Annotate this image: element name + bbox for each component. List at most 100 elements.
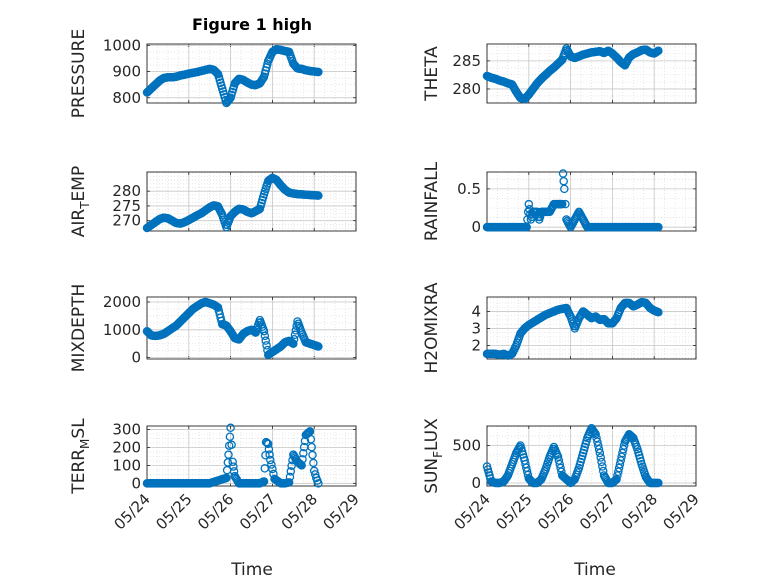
x-tick-label: 05/25 bbox=[492, 490, 535, 533]
data-point bbox=[229, 462, 238, 471]
y-axis-label: SUNFLUX bbox=[422, 418, 445, 494]
y-axis-label: MIXDEPTH bbox=[69, 284, 89, 373]
y-tick-label: 270 bbox=[112, 212, 141, 230]
subplot-6: 234 H2OMIXRA bbox=[422, 282, 697, 374]
data-point bbox=[308, 450, 317, 460]
data-point bbox=[265, 450, 274, 459]
data-point bbox=[228, 457, 237, 467]
data-point bbox=[297, 461, 306, 470]
data-point bbox=[267, 460, 276, 469]
y-tick-label: 4 bbox=[471, 302, 481, 320]
data-point bbox=[314, 479, 323, 488]
x-tick-label: 05/24 bbox=[451, 490, 494, 533]
data-point bbox=[523, 470, 533, 480]
data-point bbox=[264, 445, 274, 454]
data-point bbox=[262, 341, 271, 350]
y-tick-label: 275 bbox=[112, 197, 141, 215]
x-tick-label: 05/24 bbox=[111, 490, 154, 533]
data-point bbox=[560, 184, 569, 194]
data-point bbox=[597, 457, 606, 467]
data-point bbox=[306, 435, 316, 444]
data-point bbox=[266, 455, 275, 465]
data-point bbox=[309, 458, 318, 468]
data-point bbox=[654, 478, 663, 488]
data-point bbox=[227, 440, 236, 450]
x-tick-label: 05/29 bbox=[320, 490, 363, 533]
data-point bbox=[285, 472, 295, 482]
data-point bbox=[224, 450, 233, 459]
y-tick-label: 200 bbox=[112, 438, 141, 456]
x-tick-label: 05/28 bbox=[618, 490, 661, 533]
data-point bbox=[298, 455, 307, 464]
x-tick-label: 05/28 bbox=[278, 490, 321, 533]
y-tick-label: 2000 bbox=[103, 293, 141, 311]
data-point bbox=[263, 439, 273, 449]
data-point bbox=[260, 331, 270, 341]
data-point bbox=[314, 342, 323, 351]
data-point bbox=[557, 199, 567, 209]
data-point bbox=[259, 326, 269, 336]
data-point bbox=[226, 423, 235, 433]
y-tick-label: 285 bbox=[452, 52, 481, 70]
data-point bbox=[286, 467, 296, 476]
data-point bbox=[594, 444, 604, 454]
data-point bbox=[261, 336, 270, 345]
data-point bbox=[610, 476, 620, 485]
data-point bbox=[654, 222, 663, 232]
plot-area bbox=[487, 172, 696, 231]
x-tick-label: 05/25 bbox=[152, 490, 195, 533]
data-point bbox=[596, 453, 605, 462]
data-point bbox=[590, 428, 600, 438]
axes-box bbox=[146, 43, 357, 104]
y-tick-label: 300 bbox=[112, 421, 141, 439]
data-point bbox=[229, 467, 239, 476]
y-axis-label: TERRMSL bbox=[69, 418, 92, 495]
x-tick-label: 05/26 bbox=[194, 490, 237, 533]
data-point bbox=[225, 432, 235, 441]
y-tick-label: 100 bbox=[112, 456, 141, 474]
data-point bbox=[212, 68, 221, 77]
data-point bbox=[307, 442, 316, 452]
y-axis-label: AIRTEMP bbox=[69, 166, 92, 237]
x-tick-label: 05/29 bbox=[660, 490, 703, 533]
subplot-5: 0 1000 2000 MIXDEPTH bbox=[69, 284, 357, 373]
y-axis-label: THETA bbox=[422, 46, 442, 102]
data-point bbox=[611, 475, 620, 485]
data-point bbox=[287, 461, 296, 471]
y-tick-label: 3 bbox=[471, 319, 481, 337]
x-tick-label: 05/27 bbox=[236, 490, 279, 533]
y-axis-label: PRESSURE bbox=[69, 29, 89, 118]
x-axis-label-left: Time bbox=[230, 560, 273, 580]
y-tick-label: 500 bbox=[452, 437, 481, 455]
y-tick-label: 1000 bbox=[103, 321, 141, 339]
y-tick-label: 1000 bbox=[103, 36, 141, 54]
data-point bbox=[284, 478, 294, 487]
data-point bbox=[261, 437, 271, 447]
y-tick-label: 800 bbox=[112, 89, 141, 107]
y-tick-label: 280 bbox=[112, 182, 141, 200]
data-point bbox=[598, 462, 607, 471]
x-tick-label: 05/27 bbox=[576, 490, 619, 533]
data-point bbox=[595, 448, 605, 458]
axes-box bbox=[146, 171, 357, 232]
data-point bbox=[561, 199, 570, 209]
data-point bbox=[259, 477, 269, 486]
y-tick-label: 0 bbox=[131, 474, 141, 492]
y-tick-label: 0 bbox=[471, 474, 481, 492]
data-point bbox=[299, 448, 308, 458]
y-tick-label: 0 bbox=[131, 349, 141, 367]
data-point bbox=[501, 473, 511, 483]
y-axis-label: RAINFALL bbox=[422, 161, 442, 241]
data-point bbox=[289, 335, 299, 344]
axes-box bbox=[486, 296, 697, 360]
x-tick-label: 05/26 bbox=[534, 490, 577, 533]
data-point bbox=[289, 339, 298, 348]
y-tick-label: 0 bbox=[471, 218, 481, 236]
data-point bbox=[524, 199, 534, 209]
y-tick-label: 2 bbox=[471, 336, 481, 354]
y-tick-label: 900 bbox=[112, 63, 141, 81]
